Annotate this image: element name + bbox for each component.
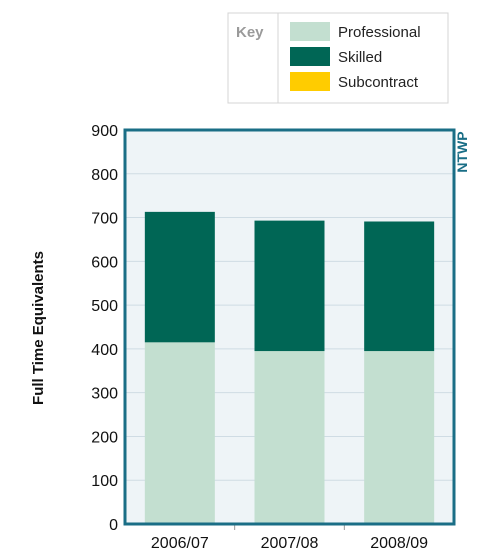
legend-swatch-professional: [290, 22, 330, 41]
y-tick-label: 800: [91, 167, 118, 184]
legend-label-skilled: Skilled: [338, 49, 382, 66]
bar-skilled-2007-08: [254, 220, 325, 352]
y-tick-label: 700: [91, 211, 118, 228]
y-tick-label: 200: [91, 429, 118, 446]
bar-skilled-2008-09: [364, 221, 435, 352]
legend-label-professional: Professional: [338, 24, 421, 41]
legend-label-subcontract: Subcontract: [338, 74, 419, 91]
legend: Key Professional Skilled Subcontract: [227, 12, 449, 104]
y-tick-label: 300: [91, 386, 118, 403]
y-tick-label: 0: [109, 517, 118, 534]
x-tick-label: 2008/09: [370, 535, 428, 552]
y-axis-label: Full Time Equivalents: [30, 251, 47, 405]
bar-professional-2007-08: [254, 351, 325, 524]
y-tick-label: 400: [91, 342, 118, 359]
legend-box: [227, 12, 449, 104]
plot-frame: [123, 128, 456, 526]
y-axis-ticks: 0 100 200 300 400 500 600 700 800 900: [91, 123, 118, 534]
legend-swatch-skilled: [290, 47, 330, 66]
side-label: NTWP: [454, 131, 470, 172]
legend-swatch-subcontract: [290, 72, 330, 91]
y-tick-label: 900: [91, 123, 118, 140]
y-tick-label: 600: [91, 254, 118, 271]
bars: [144, 211, 435, 524]
x-tick-label: 2007/08: [261, 535, 319, 552]
y-tick-label: 500: [91, 298, 118, 315]
bar-professional-2008-09: [364, 351, 435, 524]
bar-professional-2006-07: [144, 342, 215, 524]
bar-skilled-2006-07: [144, 211, 215, 343]
legend-title: Key: [236, 24, 264, 41]
x-tick-label: 2006/07: [151, 535, 209, 552]
y-tick-label: 100: [91, 473, 118, 490]
x-axis-ticks: 2006/07 2007/08 2008/09: [151, 525, 428, 552]
